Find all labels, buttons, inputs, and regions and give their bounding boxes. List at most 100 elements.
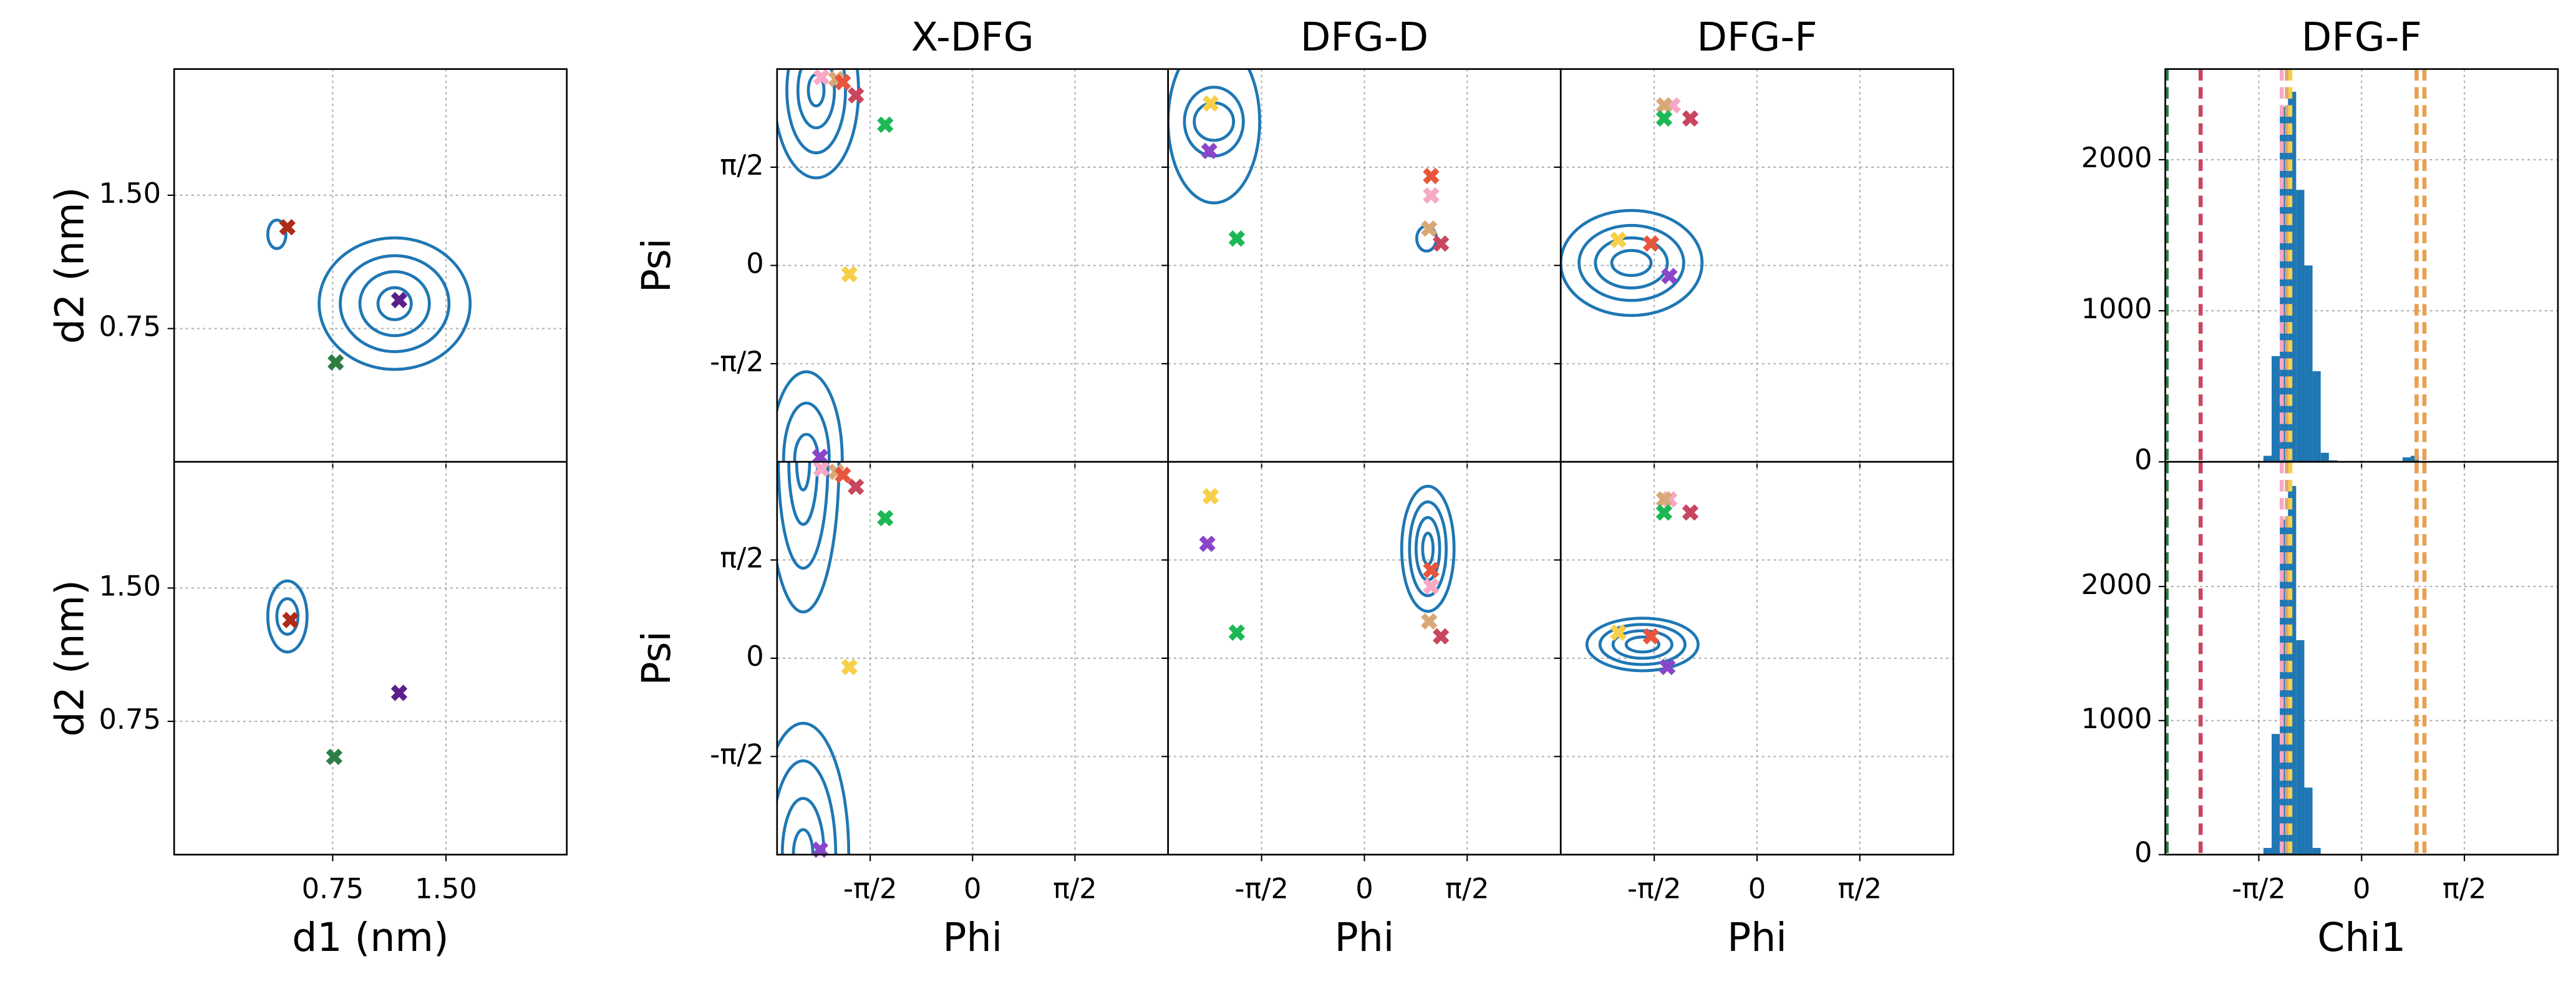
plot-area [174,462,567,855]
x-tick-label: π/2 [1053,872,1097,905]
marker [1423,562,1440,578]
x-tick-label: -π/2 [1627,872,1682,905]
bar [2304,265,2313,462]
marker [835,74,851,90]
marker [1201,142,1218,160]
y-tick-label: 0.75 [99,703,161,736]
plot-area [174,69,567,462]
x-tick-label: 0 [1748,872,1766,905]
marker [1655,110,1673,127]
y-tick-label: 1000 [2081,292,2152,325]
y-tick-label: π/2 [720,541,764,574]
panel-frame [173,68,568,463]
contour [787,462,819,526]
contour [782,401,831,462]
bar [2263,847,2272,855]
marker [813,460,830,477]
panel-title: DFG-F [1697,14,1817,60]
y-tick-label: 1000 [2081,702,2152,735]
panel-title: DFG-D [1300,14,1428,60]
marker [1682,504,1699,521]
panel-frame [2164,460,2559,855]
contour [1598,623,1687,666]
marker [1228,230,1246,247]
marker [848,479,864,495]
marker [327,354,344,371]
marker [390,291,408,309]
y-axis-label: d2 (nm) [46,187,92,344]
plot-area [2165,69,2559,462]
x-tick-label: 0 [1355,872,1373,905]
contour [1610,248,1653,277]
contour [777,370,844,462]
marker [848,87,864,104]
contour [339,254,451,353]
marker [877,510,894,527]
contour [266,579,309,654]
bar [2280,107,2288,462]
marker [841,266,858,283]
contour [1577,223,1685,302]
marker [1433,628,1450,645]
contour [777,462,830,570]
y-tick-label: 2000 [2081,141,2152,174]
contour [1400,484,1456,613]
x-axis-label: Chi1 [2317,914,2406,960]
contour [1561,208,1704,317]
contour [266,218,288,250]
x-tick-label: π/2 [1445,872,1489,905]
contour [785,69,847,155]
y-axis-label: Psi [633,631,679,686]
x-axis-label: Phi [942,914,1002,960]
bar [2312,371,2321,462]
x-tick-label: π/2 [2443,872,2487,905]
contour [1624,635,1660,654]
bar [2320,452,2329,462]
bar [2312,847,2321,855]
x-tick-label: 0 [2353,872,2370,905]
bar [2272,356,2280,462]
y-tick-label: 2000 [2081,568,2152,601]
marker [1202,95,1219,112]
marker [1228,624,1246,641]
marker [1199,535,1216,552]
contour [358,270,431,338]
y-tick-label: -π/2 [710,345,764,378]
marker [1610,624,1627,641]
y-tick-label: 1.50 [99,569,161,602]
marker [1423,167,1440,185]
marker [1655,97,1673,114]
bar [2272,734,2280,855]
y-tick-label: 0.75 [99,310,161,343]
contour [1594,236,1669,290]
x-axis-label: Phi [1727,914,1787,960]
bar [2402,457,2411,462]
contour [777,721,851,855]
contour [376,286,413,321]
marker [841,658,858,676]
x-tick-label: -π/2 [2232,872,2286,905]
x-tick-label: -π/2 [843,872,898,905]
y-axis-label: d2 (nm) [46,580,92,736]
marker [1610,231,1627,248]
plot-area [777,69,1168,462]
plot-area [1561,69,1954,462]
y-tick-label: 0 [2134,836,2152,869]
plot-area [1168,462,1561,855]
panel-frame [173,460,568,855]
marker [811,841,828,858]
contour [1408,500,1448,598]
contour [1611,629,1673,660]
plot-area [2165,462,2559,855]
marker [811,448,828,465]
marker [1421,613,1438,630]
plot-area [1561,462,1954,855]
plot-area [1168,69,1561,462]
bar [2263,455,2272,462]
bar [2296,640,2305,855]
marker [1661,268,1678,285]
marker [877,116,894,134]
x-axis-label: Phi [1335,914,1395,960]
y-tick-label: 0 [2134,443,2152,476]
